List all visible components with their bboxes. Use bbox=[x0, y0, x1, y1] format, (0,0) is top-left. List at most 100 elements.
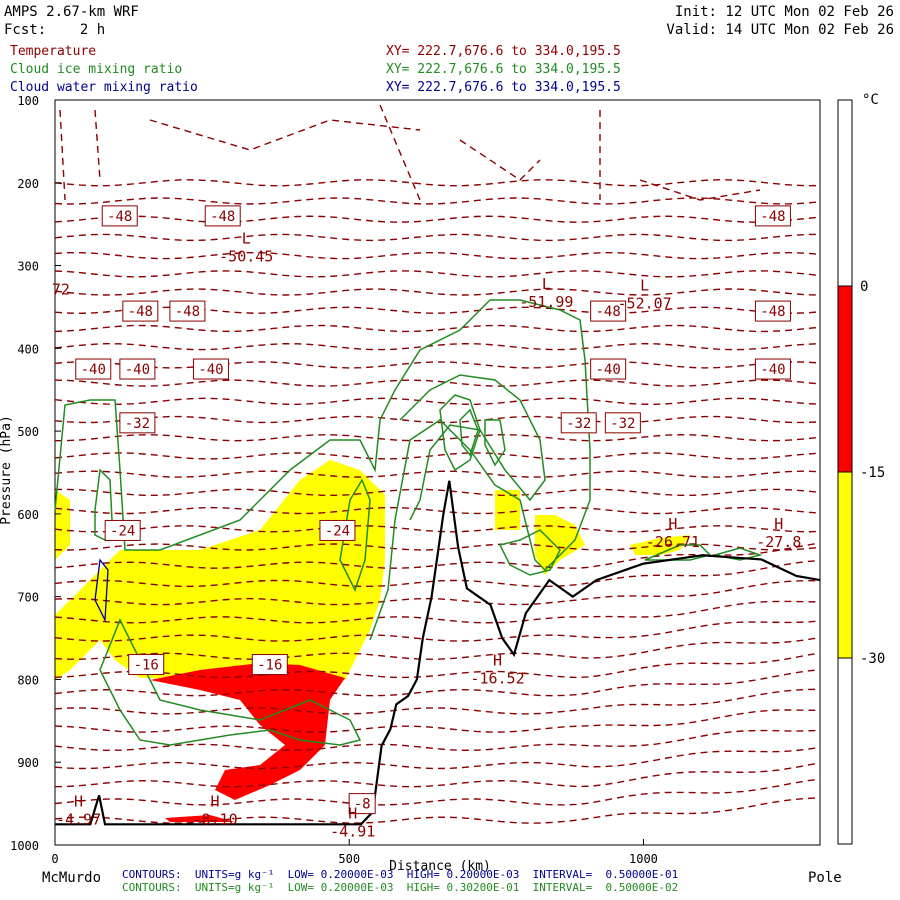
y-tick-label: 400 bbox=[17, 342, 39, 356]
contour-info-cloud-water: CONTOURS: UNITS=g kg⁻¹ LOW= 0.20000E-03 … bbox=[122, 868, 679, 881]
isotherm-line bbox=[54, 746, 821, 770]
extremum-value: -16.52 bbox=[470, 670, 524, 688]
isotherm-line bbox=[54, 579, 821, 606]
isotherm-line bbox=[54, 252, 821, 260]
contour-label: -24 bbox=[325, 523, 350, 539]
contour-label-box bbox=[590, 358, 627, 380]
isotherm-line bbox=[54, 542, 821, 569]
extremum-kind: L bbox=[242, 229, 251, 247]
y-tick-label: 500 bbox=[17, 425, 39, 439]
isotherm-line bbox=[54, 433, 821, 442]
contour-info-cloud-ice: CONTOURS: UNITS=g kg⁻¹ LOW= 0.20000E-03 … bbox=[122, 881, 679, 894]
isotherm-line bbox=[54, 559, 821, 588]
isotherm-line bbox=[54, 729, 821, 752]
contour-label: -16 bbox=[134, 658, 159, 674]
colorbar-band-white-bottom bbox=[837, 657, 853, 845]
contour-label-box bbox=[754, 358, 791, 380]
legend-cloud-ice-xy: XY= 222.7,676.6 to 334.0,195.5 bbox=[386, 62, 621, 77]
terrain-line bbox=[55, 480, 821, 826]
isotherm-line bbox=[54, 797, 821, 824]
y-tick-label: 1000 bbox=[10, 839, 39, 853]
x-axis: 0 500 1000 bbox=[51, 839, 658, 866]
cloud-ice-contour bbox=[339, 478, 371, 592]
legend-cloud-ice: Cloud ice mixing ratio bbox=[10, 62, 183, 77]
legend-temperature-xy: XY= 222.7,676.6 to 334.0,195.5 bbox=[386, 44, 621, 59]
isotherm-line bbox=[54, 600, 821, 624]
plot-frame bbox=[54, 99, 821, 846]
forecast-hour: Fcst: 2 h bbox=[4, 22, 106, 38]
isotherm-line bbox=[54, 288, 821, 296]
contour-label: -48 bbox=[596, 304, 621, 320]
contour-label-box bbox=[319, 519, 356, 541]
isotherm-line bbox=[54, 709, 821, 733]
y-tick-label: 900 bbox=[17, 756, 39, 770]
contour-label: -24 bbox=[110, 523, 135, 539]
contour-label-box bbox=[348, 793, 376, 815]
extremum-value: -26.71 bbox=[646, 533, 700, 551]
y-tick-label: 700 bbox=[17, 591, 39, 605]
legend-temperature: Temperature bbox=[10, 44, 97, 59]
terrain-profile bbox=[55, 480, 821, 826]
extremum-value: -51.99 bbox=[519, 293, 573, 311]
isotherm-line bbox=[54, 470, 821, 478]
contour-label: -48 bbox=[760, 209, 785, 225]
isotherm-line bbox=[54, 324, 821, 333]
right-endpoint-label: Pole bbox=[808, 870, 842, 886]
isotherm-line bbox=[54, 620, 821, 642]
colorbar-tick-2: -30 bbox=[860, 651, 885, 667]
extremum-value: -8.10 bbox=[192, 810, 237, 828]
isotherm-line bbox=[54, 361, 821, 369]
cloud-ice-contour bbox=[459, 408, 479, 457]
isotherm-line bbox=[54, 778, 821, 806]
isotherm-line bbox=[54, 506, 821, 515]
x-axis-title: Distance (km) bbox=[389, 859, 491, 874]
extremum-value: -52.07 bbox=[618, 295, 672, 313]
contour-label-box bbox=[128, 654, 165, 676]
legend-cloud-water: Cloud water mixing ratio bbox=[10, 80, 198, 95]
cloud-ice-contour bbox=[484, 419, 506, 467]
extremum-kind: H bbox=[348, 805, 357, 823]
y-axis-title: Pressure (hPa) bbox=[0, 415, 14, 525]
isotherm-line bbox=[54, 688, 821, 715]
colorbar-band-white-top bbox=[837, 99, 853, 287]
isotherm-line bbox=[54, 179, 821, 187]
colorbar-unit: °C bbox=[862, 92, 879, 108]
contour-label: -40 bbox=[596, 362, 621, 378]
colorbar-tick-0: 0 bbox=[860, 279, 868, 295]
isotherm-line bbox=[54, 415, 821, 424]
contour-label-box bbox=[122, 300, 159, 322]
contour-label-box bbox=[192, 358, 229, 380]
y-tick-label: 200 bbox=[17, 177, 39, 191]
cloud-ice-contour bbox=[439, 394, 481, 472]
contour-label: -32 bbox=[610, 416, 635, 432]
isotherm-line bbox=[54, 452, 821, 460]
cloud-ice-contours bbox=[54, 299, 763, 746]
isotherm-line bbox=[54, 215, 821, 223]
isotherm-line bbox=[54, 233, 821, 242]
contour-label: -40 bbox=[760, 362, 785, 378]
cloud-ice-contour bbox=[99, 618, 362, 746]
extremum-value: -27.8 bbox=[756, 533, 801, 551]
extremum-value: -4.97 bbox=[56, 810, 101, 828]
left-endpoint-label: McMurdo bbox=[42, 870, 102, 886]
extrema-labels: L-50.45L-51.99L-52.07H-26.71H-27.8H-16.5… bbox=[52, 229, 802, 840]
isotherm-line-upper bbox=[59, 104, 761, 201]
isotherm-line bbox=[54, 197, 821, 205]
contour-label-box bbox=[104, 519, 141, 541]
colorbar-band-red bbox=[837, 285, 853, 473]
colorbar-band-yellow bbox=[837, 471, 853, 659]
contour-label: -40 bbox=[198, 362, 223, 378]
colorbar-tick-1: -15 bbox=[860, 465, 885, 481]
contour-label: -40 bbox=[81, 362, 106, 378]
contour-labels: -48 -48 -48 -48 -48 -48 -48 -40 -40 -40 -40 -40 -32 -… bbox=[75, 205, 791, 815]
isotherm-line bbox=[54, 636, 821, 660]
isotherm-line bbox=[54, 488, 821, 496]
isotherm-line bbox=[54, 397, 821, 406]
y-tick-label: 100 bbox=[17, 94, 39, 108]
extremum-value: 72 bbox=[52, 281, 70, 299]
contour-label: -48 bbox=[128, 304, 153, 320]
contour-label-box bbox=[604, 412, 641, 434]
yellow-fill-regions bbox=[55, 460, 690, 680]
contour-label: -48 bbox=[760, 304, 785, 320]
isotherm-line bbox=[54, 342, 821, 351]
